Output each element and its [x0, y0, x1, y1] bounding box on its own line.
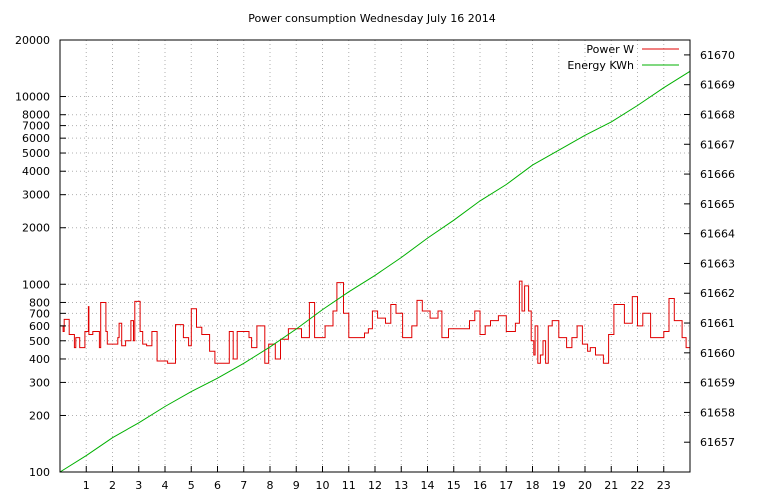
x-tick-label: 2	[109, 479, 116, 492]
y-right-tick-label: 61667	[700, 138, 735, 151]
x-tick-label: 7	[240, 479, 247, 492]
x-tick-label: 23	[657, 479, 671, 492]
y-left-tick-label: 20000	[15, 34, 50, 47]
y-left-tick-label: 7000	[22, 120, 50, 133]
y-left-tick-label: 10000	[15, 91, 50, 104]
chart-title: Power consumption Wednesday July 16 2014	[248, 12, 495, 25]
y-left-tick-label: 500	[29, 335, 50, 348]
x-tick-label: 3	[135, 479, 142, 492]
y-left-tick-label: 8000	[22, 109, 50, 122]
y-left-tick-label: 400	[29, 353, 50, 366]
y-right-tick-label: 61660	[700, 347, 735, 360]
y-left-tick-label: 800	[29, 296, 50, 309]
x-tick-label: 4	[162, 479, 169, 492]
legend-label-power-w: Power W	[586, 43, 634, 56]
y-right-tick-label: 61657	[700, 436, 735, 449]
x-tick-label: 6	[214, 479, 221, 492]
x-tick-label: 9	[293, 479, 300, 492]
y-left-tick-label: 2000	[22, 222, 50, 235]
x-tick-label: 22	[631, 479, 645, 492]
y-right-tick-label: 61668	[700, 108, 735, 121]
y-left-tick-label: 3000	[22, 189, 50, 202]
y-left-tick-label: 700	[29, 307, 50, 320]
y-right-tick-label: 61662	[700, 287, 735, 300]
x-tick-label: 17	[499, 479, 513, 492]
y-left-tick-label: 5000	[22, 147, 50, 160]
y-right-tick-label: 61665	[700, 198, 735, 211]
x-tick-label: 20	[578, 479, 592, 492]
x-tick-label: 21	[604, 479, 618, 492]
grid-lines	[60, 40, 690, 472]
legend-label-energy-kwh: Energy KWh	[567, 59, 634, 72]
x-tick-label: 19	[552, 479, 566, 492]
x-tick-label: 13	[394, 479, 408, 492]
y-right-tick-label: 61661	[700, 317, 735, 330]
y-left-tick-label: 300	[29, 376, 50, 389]
y-left-tick-label: 4000	[22, 165, 50, 178]
y-right-tick-label: 61670	[700, 49, 735, 62]
x-tick-label: 12	[368, 479, 382, 492]
x-tick-label: 8	[267, 479, 274, 492]
y-right-tick-label: 61663	[700, 257, 735, 270]
series-lines	[59, 70, 691, 473]
y-left-tick-label: 200	[29, 409, 50, 422]
x-tick-label: 16	[473, 479, 487, 492]
x-tick-label: 11	[342, 479, 356, 492]
y-right-tick-label: 61659	[700, 377, 735, 390]
y-right-tick-label: 61666	[700, 168, 735, 181]
x-tick-label: 14	[421, 479, 435, 492]
x-tick-label: 18	[526, 479, 540, 492]
y-left-tick-label: 1000	[22, 278, 50, 291]
x-tick-label: 1	[83, 479, 90, 492]
y-right-tick-label: 61658	[700, 406, 735, 419]
x-tick-label: 5	[188, 479, 195, 492]
energy-kwh-line	[59, 70, 691, 473]
legend: Power W Energy KWh	[567, 43, 679, 72]
y-left-tick-label: 600	[29, 320, 50, 333]
y-right-tick-label: 61664	[700, 228, 735, 241]
power-w-line	[60, 280, 691, 364]
y-left-tick-label: 6000	[22, 132, 50, 145]
x-tick-label: 15	[447, 479, 461, 492]
y-left-tick-label: 100	[29, 466, 50, 479]
x-tick-label: 10	[316, 479, 330, 492]
y-right-tick-label: 61669	[700, 79, 735, 92]
